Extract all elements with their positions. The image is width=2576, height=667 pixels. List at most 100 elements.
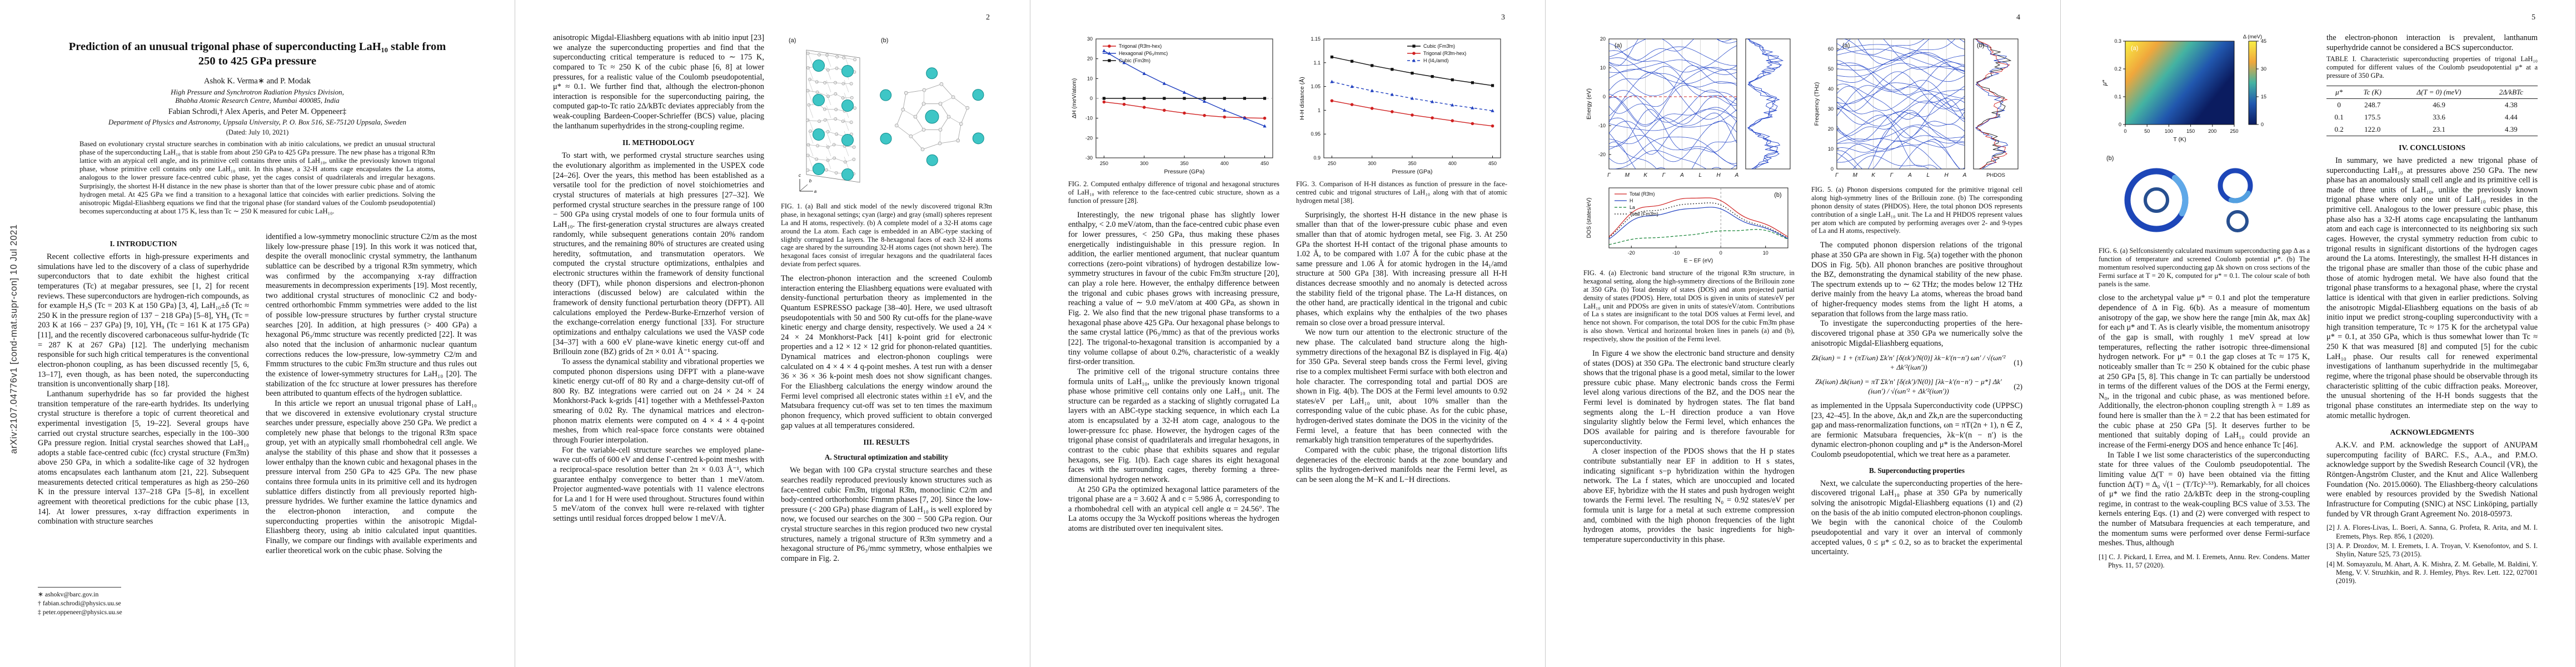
figure-6: 0 50 100 150 200 250 0.3 0.2 0.1 0 T (K) μ* (a) 45 30 1… xyxy=(2099,33,2310,288)
page-5: 5 0 50 100 150 200 250 0.3 0.2 0.1 0 T (K) μ* (a) 45 3… xyxy=(2061,0,2575,667)
paragraph: To start with, we performed crystal stru… xyxy=(553,151,764,357)
svg-text:Total (Fm3̄m): Total (Fm3̄m) xyxy=(1630,211,1658,217)
equation-2-number: (2) xyxy=(2014,382,2022,391)
paragraph: close to the archetypal value μ* = 0.1 a… xyxy=(2099,293,2310,450)
svg-text:(a): (a) xyxy=(2131,45,2138,52)
arxiv-stamp: arXiv:2107.04776v1 [cond-mat.supr-con] 1… xyxy=(9,224,19,454)
table-cell: 175.5 xyxy=(2364,112,2381,121)
svg-text:Γ: Γ xyxy=(1835,172,1839,178)
reference-item: [3] A. P. Drozdov, M. I. Eremets, I. A. … xyxy=(2326,542,2538,559)
paper-title: Prediction of an unusual trigonal phase … xyxy=(68,41,446,67)
figure-1-caption: FIG. 1. (a) Ball and stick model of the … xyxy=(781,202,992,268)
table-1-header: Δ(T = 0) (meV) xyxy=(2393,86,2485,99)
figure-5-caption: FIG. 5. (a) Phonon dispersions computed … xyxy=(1811,186,2022,235)
references-left: [1] C. J. Pickard, I. Errea, and M. I. E… xyxy=(2099,553,2310,570)
page-3: 3 250 300 350 400 450 -30 -20 -10 0 10 20 30 Pressur… xyxy=(1030,0,1545,667)
figure-4-caption: FIG. 4. (a) Electronic band structure of… xyxy=(1583,269,1795,343)
equation-1-body: Zk(iωn) = 1 + (πT/ωn) Σk′n′ [δ(εk′)/N(0)… xyxy=(1811,354,2006,372)
paragraph: the electron-phonon interaction is preva… xyxy=(2326,33,2538,52)
table-row: 0.2 122.0 23.1 4.39 xyxy=(2326,123,2538,136)
table-cell: 0.1 xyxy=(2334,112,2344,121)
svg-text:0: 0 xyxy=(1720,250,1722,256)
page5-right-column: the electron-phonon interaction is preva… xyxy=(2326,33,2538,636)
page2-right-column: (a) a c b (b) FIG. 1. (a) Ball and stick mod… xyxy=(781,33,992,636)
references-right: [2] J. A. Flores-Livas, L. Boeri, A. San… xyxy=(2326,524,2538,586)
svg-text:250: 250 xyxy=(2230,128,2238,134)
paragraph: To assess the dynamical stability and vi… xyxy=(553,357,764,445)
svg-text:Δ (meV): Δ (meV) xyxy=(2243,34,2262,40)
paragraph: At 250 GPa the optimized hexagonal latti… xyxy=(1068,485,1279,534)
svg-text:250: 250 xyxy=(1328,161,1336,166)
svg-text:b: b xyxy=(809,178,812,183)
figure-3-caption: FIG. 3. Comparison of H-H distances as f… xyxy=(1296,180,1507,205)
page1-right-column: identified a low-symmetry monoclinic str… xyxy=(266,232,477,636)
svg-text:20: 20 xyxy=(1828,126,1833,132)
reference-item: [4] M. Somayazulu, M. Ahart, A. K. Mishr… xyxy=(2326,560,2538,585)
svg-text:0: 0 xyxy=(2119,122,2121,127)
page-2: 2 anisotropic Migdal-Eliashberg equation… xyxy=(515,0,1030,667)
svg-text:K: K xyxy=(1871,172,1876,178)
svg-text:(a): (a) xyxy=(789,37,796,44)
subsection-heading-structural: A. Structural optimization and stability xyxy=(824,453,949,462)
table-cell: 33.6 xyxy=(2433,112,2445,121)
page3-right-column: 250 300 350 400 450 0.9 0.95 1 1.05 1.1 1.15 Pressu… xyxy=(1296,33,1507,636)
svg-text:40: 40 xyxy=(1828,86,1833,92)
svg-text:Hexagonal (P6₃/mmc): Hexagonal (P6₃/mmc) xyxy=(1119,51,1168,56)
equation-1: Zk(iωn) = 1 + (πT/ωn) Σk′n′ [δ(εk′)/N(0)… xyxy=(1811,354,2022,372)
paragraph: In Figure 4 we show the electronic band … xyxy=(1583,349,1795,446)
table-row: 0 248.7 46.9 4.38 xyxy=(2326,98,2538,111)
page4-left-column: -20 -10 0 10 20 Energy (eV) Γ M K Γ A L H A (a) -20 -10… xyxy=(1583,33,1795,636)
svg-text:(b): (b) xyxy=(2106,155,2114,162)
paragraph: The primitive cell of the trigonal struc… xyxy=(1068,367,1279,484)
equation-2-body: Zk(iωn) Δk(iωn) = πT Σk′n′ [δ(εk′)/N(0)]… xyxy=(1815,377,2002,395)
svg-text:K: K xyxy=(1643,172,1648,178)
svg-text:Pressure (GPa): Pressure (GPa) xyxy=(1164,168,1205,175)
svg-text:1.15: 1.15 xyxy=(1311,36,1321,42)
svg-text:30: 30 xyxy=(1087,36,1093,42)
page4-right-column: 0 10 20 30 40 50 60 Frequency (THz) Γ M K Γ A L H A (a) P… xyxy=(1811,33,2022,636)
page3-left-column: 250 300 350 400 450 -30 -20 -10 0 10 20 30 Pressure … xyxy=(1068,33,1279,636)
equation-1-number: (1) xyxy=(2014,359,2022,367)
section-heading-methodology: II. METHODOLOGY xyxy=(622,138,695,147)
authors-line-2: Fabian Schrodi,† Alex Aperis, and Peter … xyxy=(168,107,347,116)
svg-text:60: 60 xyxy=(1828,46,1833,52)
svg-text:350: 350 xyxy=(1408,161,1416,166)
phonon-dispersion-plot: 0 10 20 30 40 50 60 Frequency (THz) Γ M K Γ A L H A (a) P… xyxy=(1813,38,2019,178)
abstract: Based on evolutionary crystal structure … xyxy=(79,140,435,215)
svg-text:0: 0 xyxy=(2124,128,2126,134)
svg-text:M: M xyxy=(1853,172,1858,178)
crystal-structure-figure: (a) a c b (b) xyxy=(789,37,984,194)
table-1-caption: TABLE I. Characteristic superconducting … xyxy=(2326,55,2538,80)
paragraph: The computed phonon dispersion relations… xyxy=(1811,241,2022,318)
svg-text:200: 200 xyxy=(2208,128,2216,134)
paragraph: Compared with the cubic phase, the trigo… xyxy=(1296,446,1507,484)
svg-text:15: 15 xyxy=(2261,94,2266,99)
svg-text:-20: -20 xyxy=(1598,152,1606,157)
svg-text:(b): (b) xyxy=(1774,192,1781,198)
svg-text:-10: -10 xyxy=(1672,250,1680,256)
svg-text:-20: -20 xyxy=(1085,135,1093,141)
page-number: 5 xyxy=(2532,13,2535,22)
reference-item: [1] C. J. Pickard, I. Errea, and M. I. E… xyxy=(2099,553,2310,570)
svg-text:Cubic (Fm3̄m): Cubic (Fm3̄m) xyxy=(1423,43,1455,49)
table-cell: 122.0 xyxy=(2364,125,2381,133)
page5-left-column: 0 50 100 150 200 250 0.3 0.2 0.1 0 T (K) μ* (a) 45 30 1… xyxy=(2099,33,2310,636)
svg-text:H (I4₁/amd): H (I4₁/amd) xyxy=(1423,58,1449,63)
paragraph: For the variable-cell structure searches… xyxy=(553,445,764,524)
svg-text:100: 100 xyxy=(2165,128,2173,134)
svg-text:L: L xyxy=(1699,172,1702,178)
table-1-header: 2Δ/kBTc xyxy=(2484,86,2538,99)
svg-text:Γ: Γ xyxy=(1662,172,1666,178)
svg-text:-20: -20 xyxy=(1628,250,1635,256)
svg-text:c: c xyxy=(799,173,801,178)
svg-text:0.1: 0.1 xyxy=(2114,94,2121,99)
svg-text:0.3: 0.3 xyxy=(2114,38,2121,44)
page1-left-column: I. INTRODUCTION Recent collective effort… xyxy=(38,232,249,581)
svg-text:PHDOS: PHDOS xyxy=(1986,172,2005,178)
svg-text:1.05: 1.05 xyxy=(1311,84,1321,89)
reference-item: [2] J. A. Flores-Livas, L. Boeri, A. San… xyxy=(2326,524,2538,540)
table-cell: 248.7 xyxy=(2364,100,2381,109)
paragraph: In this article we report an unusual tri… xyxy=(266,399,477,555)
svg-text:0.95: 0.95 xyxy=(1311,131,1321,137)
dos-plot: -20 -10 0 10 E − EF (eV) DOS (states/eV) Total… xyxy=(1586,187,1788,264)
